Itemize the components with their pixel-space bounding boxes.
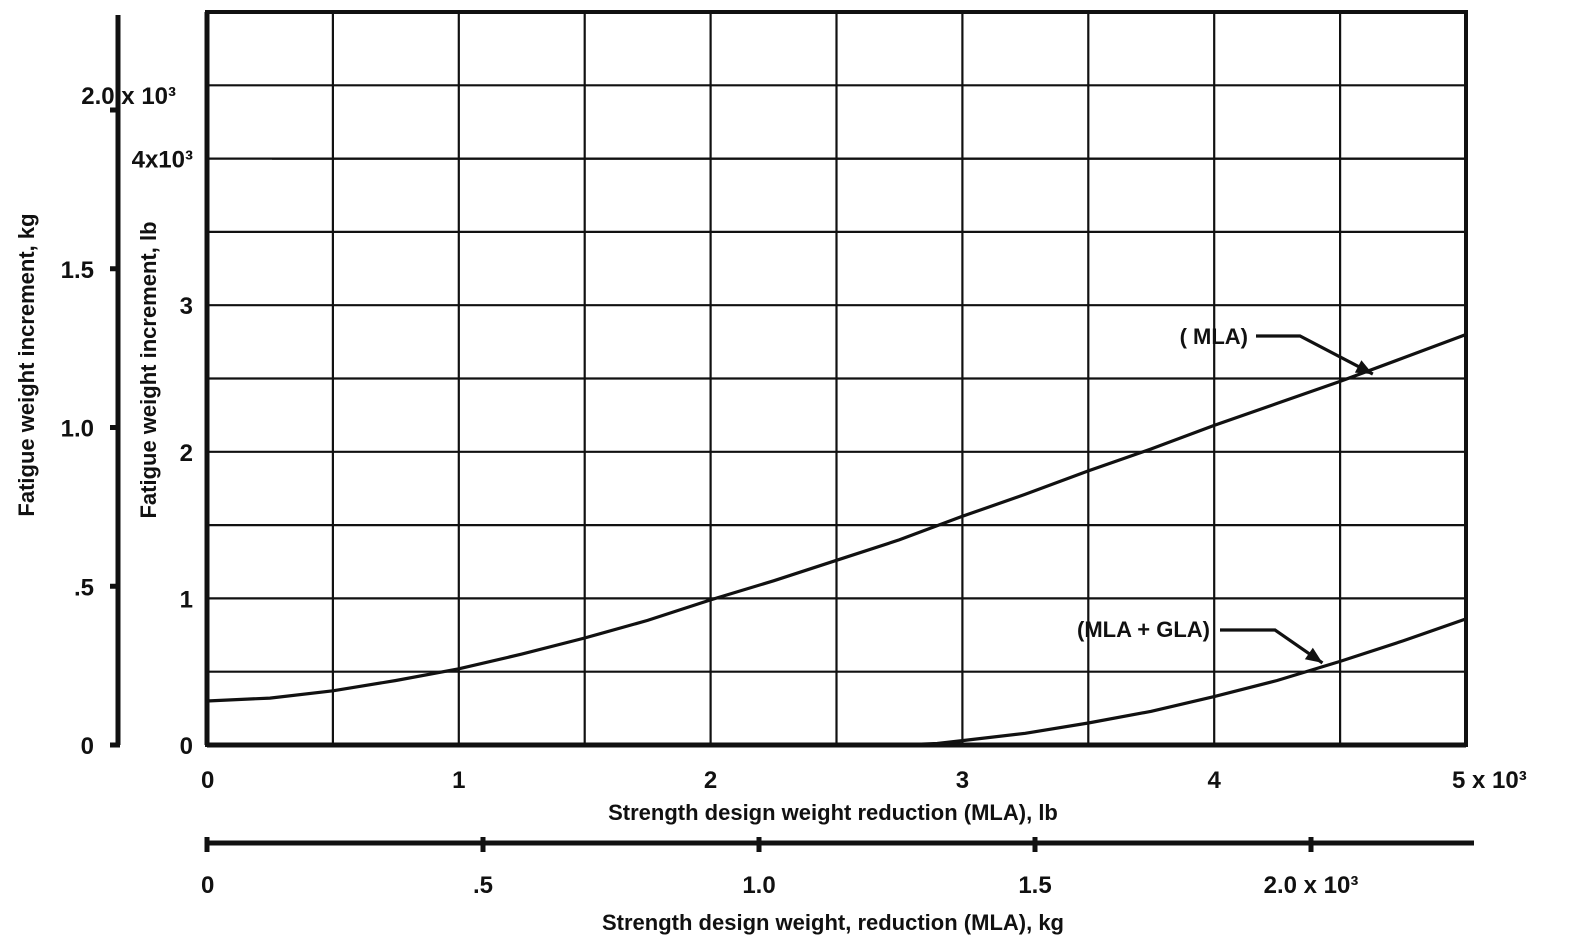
series-line-1 — [207, 617, 1467, 747]
annotation-arrowhead — [1304, 647, 1323, 663]
x-tick-label: 1 — [452, 767, 465, 794]
y-secondary-tick-label: 0 — [81, 733, 94, 760]
x-tick-label: 5 x 10³ — [1452, 767, 1527, 794]
y-secondary-tick-label: 1.0 — [61, 416, 94, 443]
annotation-label: (MLA + GLA) — [1077, 617, 1210, 642]
annotations: ( MLA) (MLA + GLA) — [1077, 324, 1374, 665]
y-axis-secondary-title: Fatigue weight increment, kg — [14, 213, 39, 516]
series-line-0 — [206, 333, 1467, 703]
series-lines — [206, 333, 1467, 747]
annotation-leader — [1220, 628, 1324, 665]
x-secondary-tick-label: 1.0 — [742, 872, 775, 899]
x-secondary-tick-label: .5 — [473, 872, 493, 899]
axes — [110, 12, 1474, 852]
x-secondary-tick-label: 0 — [201, 872, 214, 899]
x-tick-label: 0 — [201, 767, 214, 794]
y-tick-label: 4x10³ — [132, 147, 193, 174]
y-secondary-tick-label: 2.0 x 10³ — [81, 83, 176, 110]
y-tick-label: 3 — [180, 293, 193, 320]
annotation-arrowhead — [1354, 360, 1373, 375]
x-tick-label: 4 — [1208, 767, 1222, 794]
x-tick-label: 3 — [956, 767, 969, 794]
x-axis-secondary-title: Strength design weight, reduction (MLA),… — [602, 910, 1064, 935]
y-secondary-tick-label: 1.5 — [61, 257, 94, 284]
x-secondary-tick-label: 1.5 — [1018, 872, 1051, 899]
y-axis-title: Fatigue weight increment, lb — [136, 221, 161, 518]
y-tick-label: 2 — [180, 440, 193, 467]
y-secondary-tick-label: .5 — [74, 574, 94, 601]
y-tick-label: 1 — [180, 586, 193, 613]
tick-labels: 0 1 2 3 4 5 x 10³ 0 1 2 3 4x10³ 0 .5 1.0 1.5 2.0 x 10³ 0… — [61, 83, 1527, 899]
x-secondary-tick-label: 2.0 x 10³ — [1264, 872, 1359, 899]
annotation-leader — [1256, 334, 1374, 376]
y-tick-label: 0 — [180, 733, 193, 760]
grid — [205, 10, 1468, 747]
x-tick-label: 2 — [704, 767, 717, 794]
x-axis-title: Strength design weight reduction (MLA), … — [608, 800, 1058, 825]
annotation-label: ( MLA) — [1180, 324, 1248, 349]
